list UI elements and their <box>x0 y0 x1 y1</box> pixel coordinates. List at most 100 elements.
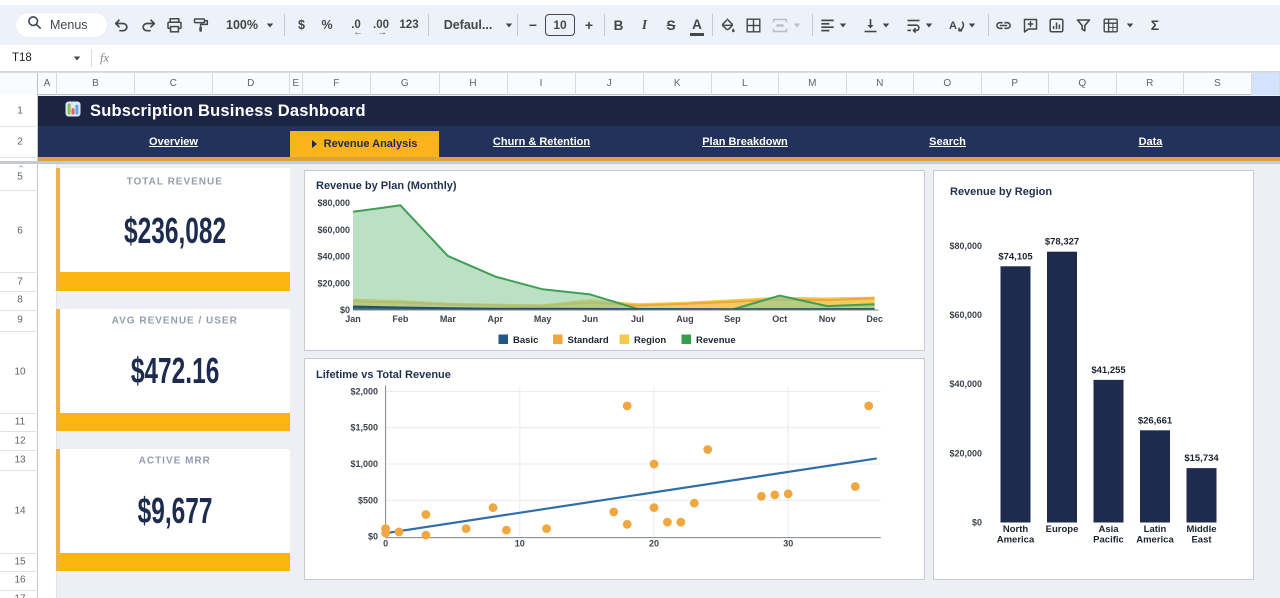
increase-decimal-button[interactable]: .00 → <box>369 5 393 45</box>
cell-reference-caret-icon[interactable] <box>73 56 81 61</box>
column-header-m[interactable]: M <box>779 72 847 95</box>
menus-search-button[interactable]: Menus <box>16 13 107 37</box>
insert-comment-icon[interactable] <box>1022 5 1039 45</box>
column-header-d[interactable]: D <box>213 72 290 95</box>
vertical-align-icon[interactable] <box>862 5 879 45</box>
format-percent-button[interactable]: % <box>318 5 336 45</box>
text-wrap-icon[interactable] <box>905 5 922 45</box>
number-format-button[interactable]: 123 <box>396 5 422 45</box>
column-header-p[interactable]: P <box>982 72 1049 95</box>
tab-churn-retention[interactable]: Churn & Retention <box>467 126 617 157</box>
row-header-2[interactable]: 2 <box>17 136 23 147</box>
functions-button[interactable]: Σ <box>1146 5 1164 45</box>
decrease-decimal-button[interactable]: .0 ← <box>345 5 367 45</box>
column-header-s[interactable]: S <box>1184 72 1252 95</box>
column-header-k[interactable]: K <box>644 72 712 95</box>
undo-icon[interactable] <box>113 5 130 45</box>
tab-data[interactable]: Data <box>1076 126 1226 157</box>
column-header-b[interactable]: B <box>57 72 135 95</box>
bar-north-america <box>1000 266 1031 523</box>
filter-icon[interactable] <box>1075 5 1092 45</box>
insert-link-icon[interactable] <box>994 5 1013 45</box>
strikethrough-button[interactable]: S <box>663 5 679 45</box>
column-header-n[interactable]: N <box>847 72 914 95</box>
chart-lifetime-vs-total-revenue[interactable]: $0 $500 $1,000 $1,500 $2,000 0 10 20 30 Lifetime … <box>304 358 925 580</box>
insert-chart-icon[interactable] <box>1048 5 1065 45</box>
decrease-decimal-button-arrow-icon: ← <box>353 27 363 38</box>
tab-plan-breakdown[interactable]: Plan Breakdown <box>670 126 820 157</box>
column-header-e[interactable]: E <box>290 72 303 95</box>
column-header-r[interactable]: R <box>1117 72 1184 95</box>
chart-revenue-by-region[interactable]: $0 $20,000 $40,000 $60,000 $80,000 $74,105 Nor… <box>933 170 1254 580</box>
text-color-button[interactable]: A <box>689 5 705 45</box>
kpi-left-stripe <box>56 449 60 571</box>
column-header-c[interactable]: C <box>135 72 213 95</box>
row-header-15[interactable]: 15 <box>14 556 26 568</box>
sheet-grid[interactable]: 12567891011121314151617 Subscription Bus… <box>0 95 1280 598</box>
row-header-14[interactable]: 14 <box>14 505 26 517</box>
column-header-j[interactable]: J <box>576 72 644 95</box>
font-select[interactable]: Defaul... <box>437 5 499 45</box>
horizontal-align-icon[interactable] <box>819 5 836 45</box>
increase-font-size-button[interactable]: + <box>580 5 598 45</box>
chart-label: $74,105 <box>998 251 1033 262</box>
row-header-11[interactable]: 11 <box>14 416 26 428</box>
column-header-o[interactable]: O <box>914 72 982 95</box>
chart-label: $15,734 <box>1184 453 1219 464</box>
tab-label: Plan Breakdown <box>702 135 788 148</box>
fill-color-icon[interactable] <box>719 5 736 45</box>
row-header-16[interactable]: 16 <box>14 574 26 586</box>
scatter-point <box>609 507 619 517</box>
column-header-h[interactable]: H <box>440 72 508 95</box>
row-header-17[interactable]: 17 <box>0 593 40 598</box>
toolbar-divider <box>812 14 813 36</box>
text-rotation-icon[interactable]: A <box>947 5 965 45</box>
row-header-6[interactable]: 6 <box>17 225 23 237</box>
font-size-input[interactable]: 10 <box>544 5 576 45</box>
tab-overview[interactable]: Overview <box>99 126 249 157</box>
bar-europe <box>1047 251 1077 523</box>
format-currency-button[interactable]: $ <box>293 5 310 45</box>
row-header-13[interactable]: 13 <box>14 454 26 466</box>
column-header-i[interactable]: I <box>508 72 576 95</box>
tab-search[interactable]: Search <box>873 126 1023 157</box>
toolbar: Menus 100% $% .0 ← .00 → 123 Defaul... −10 + B I S A A… <box>0 5 1280 45</box>
print-icon[interactable] <box>166 5 183 45</box>
row-header-9[interactable]: 9 <box>17 314 23 326</box>
row-header-10[interactable]: 10 <box>14 366 26 378</box>
cell-reference-box[interactable]: T18 <box>12 52 32 64</box>
paint-format-icon[interactable] <box>193 5 209 45</box>
scatter-point <box>850 482 860 491</box>
decrease-font-size-button[interactable]: − <box>524 5 542 45</box>
column-header-t[interactable] <box>1252 72 1280 95</box>
row-header-1[interactable]: 1 <box>17 105 23 117</box>
chart-label: $20,000 <box>949 448 982 458</box>
bold-button[interactable]: B <box>610 5 627 45</box>
scatter-point <box>649 503 659 512</box>
zoom-select[interactable]: 100% <box>222 5 262 45</box>
redo-icon[interactable] <box>140 5 157 45</box>
zoom-caret-icon <box>260 5 280 45</box>
pivot-table-icon[interactable] <box>1102 5 1120 45</box>
column-header-g[interactable]: G <box>371 72 440 95</box>
row-header-12[interactable]: 12 <box>14 435 26 447</box>
chart-revenue-by-plan[interactable]: $0 $20,000 $40,000 $60,000 $80,000 Jan Feb Mar A… <box>304 170 925 351</box>
italic-button[interactable]: I <box>637 5 652 45</box>
row-header-7[interactable]: 7 <box>17 276 23 287</box>
kpi-card-total-revenue: TOTAL REVENUE $236,082 <box>56 168 290 291</box>
tab-revenue-analysis[interactable]: Revenue Analysis <box>290 131 439 157</box>
row-header-5[interactable]: 5 <box>17 171 23 183</box>
formula-input[interactable] <box>120 45 1280 71</box>
unhide-rows-icon[interactable]: ⌃ <box>17 164 25 174</box>
borders-icon[interactable] <box>745 5 762 45</box>
kpi-value: $236,082 <box>60 210 291 252</box>
column-header-a[interactable]: A <box>38 72 57 95</box>
scatter-point <box>783 489 793 499</box>
column-header-f[interactable]: F <box>303 72 371 95</box>
horizontal-align-caret-icon <box>833 5 853 45</box>
select-all-corner[interactable] <box>0 72 38 95</box>
row-header-8[interactable]: 8 <box>17 294 23 306</box>
column-header-l[interactable]: L <box>712 72 779 95</box>
column-header-q[interactable]: Q <box>1049 72 1117 95</box>
merge-cells-icon[interactable] <box>771 5 789 45</box>
